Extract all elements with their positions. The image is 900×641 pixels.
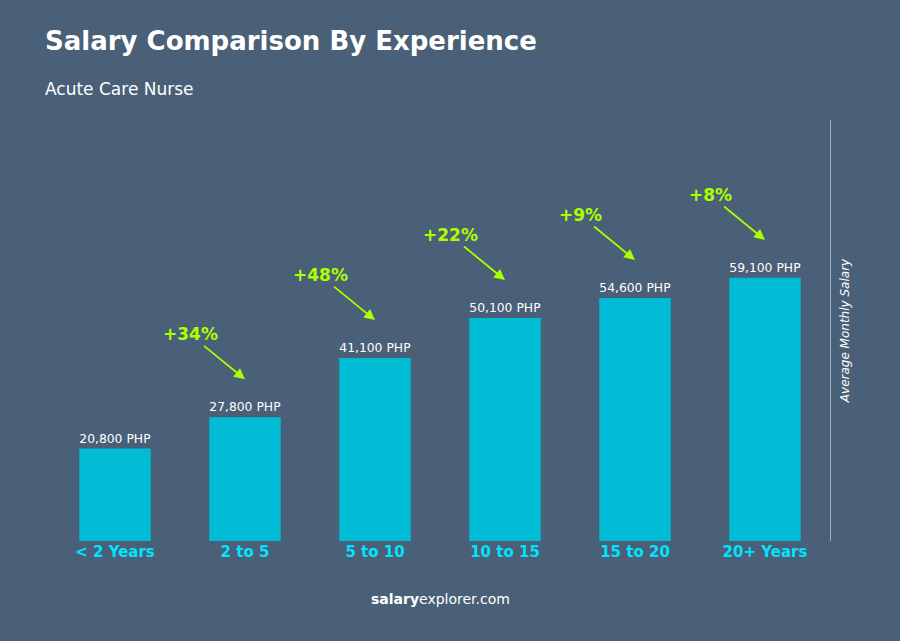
- svg-text:54,600 PHP: 54,600 PHP: [599, 281, 671, 295]
- svg-text:59,100 PHP: 59,100 PHP: [729, 261, 801, 275]
- svg-text:salaryexplorer.com: salaryexplorer.com: [371, 591, 510, 607]
- svg-text:+22%: +22%: [423, 225, 478, 245]
- svg-text:2 to 5: 2 to 5: [221, 543, 270, 561]
- svg-text:+34%: +34%: [163, 324, 218, 344]
- svg-text:Average Monthly Salary: Average Monthly Salary: [838, 258, 852, 403]
- svg-text:5 to 10: 5 to 10: [345, 543, 404, 561]
- svg-text:15 to 20: 15 to 20: [600, 543, 670, 561]
- svg-text:Salary Comparison By Experienc: Salary Comparison By Experience: [45, 26, 537, 56]
- svg-text:+48%: +48%: [293, 265, 348, 285]
- svg-text:20,800 PHP: 20,800 PHP: [79, 432, 151, 446]
- svg-text:50,100 PHP: 50,100 PHP: [469, 301, 541, 315]
- svg-text:20+ Years: 20+ Years: [723, 543, 808, 561]
- svg-text:10 to 15: 10 to 15: [470, 543, 540, 561]
- svg-text:+8%: +8%: [689, 185, 732, 205]
- svg-text:41,100 PHP: 41,100 PHP: [339, 341, 411, 355]
- svg-text:< 2 Years: < 2 Years: [75, 543, 155, 561]
- svg-text:+9%: +9%: [559, 205, 602, 225]
- svg-text:Acute Care Nurse: Acute Care Nurse: [45, 79, 194, 99]
- svg-text:27,800 PHP: 27,800 PHP: [209, 400, 281, 414]
